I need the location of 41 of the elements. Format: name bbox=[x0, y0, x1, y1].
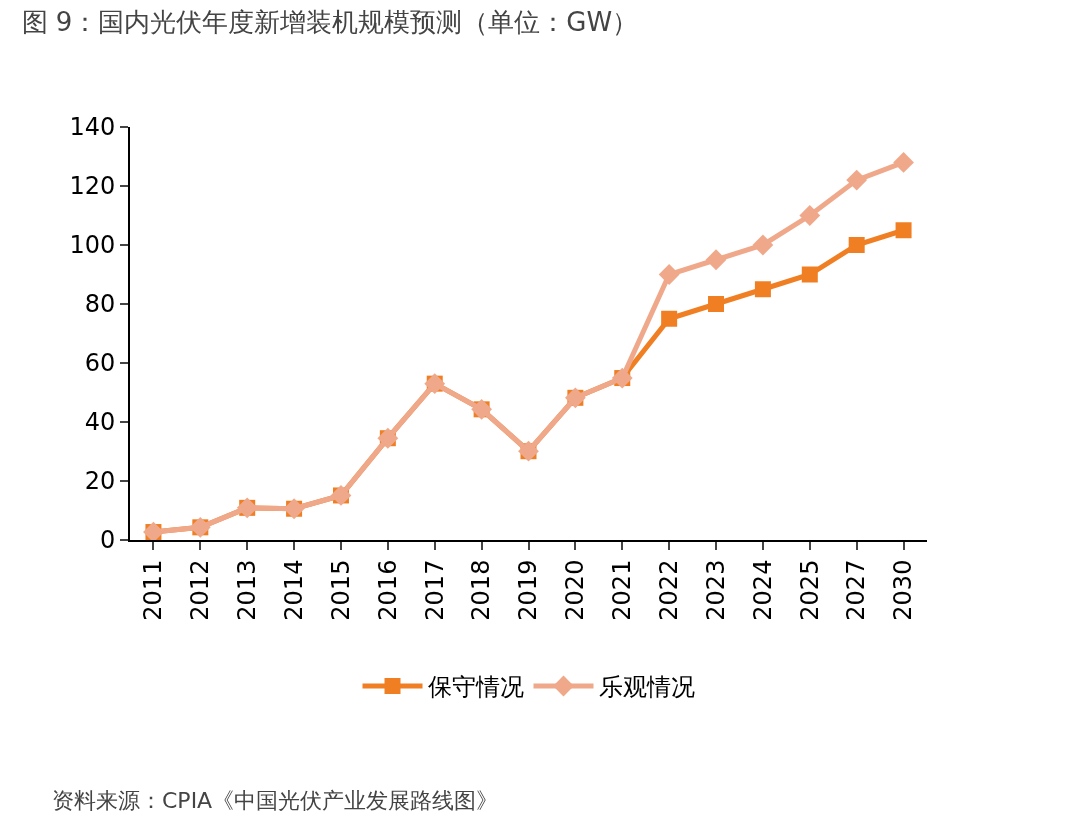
point bbox=[799, 205, 821, 226]
x-tick-label: 2027 bbox=[842, 559, 871, 621]
point bbox=[708, 296, 725, 312]
point bbox=[752, 234, 774, 256]
x-tick-label: 2011 bbox=[139, 559, 168, 621]
y-tick-label: 40 bbox=[84, 408, 116, 437]
point bbox=[895, 222, 912, 239]
point bbox=[661, 310, 678, 327]
x-tick-label: 2016 bbox=[373, 559, 402, 621]
y-tick-label: 80 bbox=[84, 290, 116, 319]
legend-label: 保守情况 bbox=[427, 673, 524, 702]
x-tick-label: 2024 bbox=[748, 559, 777, 621]
x-tick-label: 2019 bbox=[514, 559, 543, 621]
y-tick-label: 120 bbox=[69, 172, 116, 201]
legend-label: 乐观情况 bbox=[598, 673, 695, 702]
text: 资料来源：CPIA《中国光伏产业发展路线图》 bbox=[52, 788, 499, 813]
y-tick-label: 0 bbox=[99, 526, 116, 555]
x-tick-label: 2030 bbox=[889, 559, 918, 621]
x-tick-label: 2018 bbox=[467, 559, 496, 621]
point bbox=[754, 281, 771, 298]
x-tick-label: 2023 bbox=[701, 559, 730, 621]
point bbox=[848, 237, 865, 253]
x-tick-label: 2021 bbox=[608, 559, 637, 621]
point bbox=[705, 249, 727, 271]
point bbox=[893, 152, 914, 173]
y-tick-label: 20 bbox=[84, 467, 116, 496]
x-tick-label: 2012 bbox=[186, 559, 215, 621]
x-tick-label: 2015 bbox=[326, 559, 355, 621]
x-tick-label: 2025 bbox=[795, 559, 824, 621]
x-tick-label: 2014 bbox=[279, 559, 308, 621]
y-tick-label: 60 bbox=[84, 349, 116, 378]
point bbox=[658, 264, 680, 285]
point bbox=[846, 169, 868, 191]
y-tick-label: 140 bbox=[69, 113, 116, 142]
point bbox=[801, 266, 818, 283]
x-tick-label: 2013 bbox=[233, 559, 262, 621]
y-tick-label: 100 bbox=[69, 231, 116, 260]
x-tick-label: 2017 bbox=[420, 559, 449, 621]
x-tick-label: 2022 bbox=[654, 559, 683, 621]
x-tick-label: 2020 bbox=[561, 559, 590, 621]
chart-title: 图 9：国内光伏年度新增装机规模预测（单位：GW） bbox=[21, 6, 639, 37]
